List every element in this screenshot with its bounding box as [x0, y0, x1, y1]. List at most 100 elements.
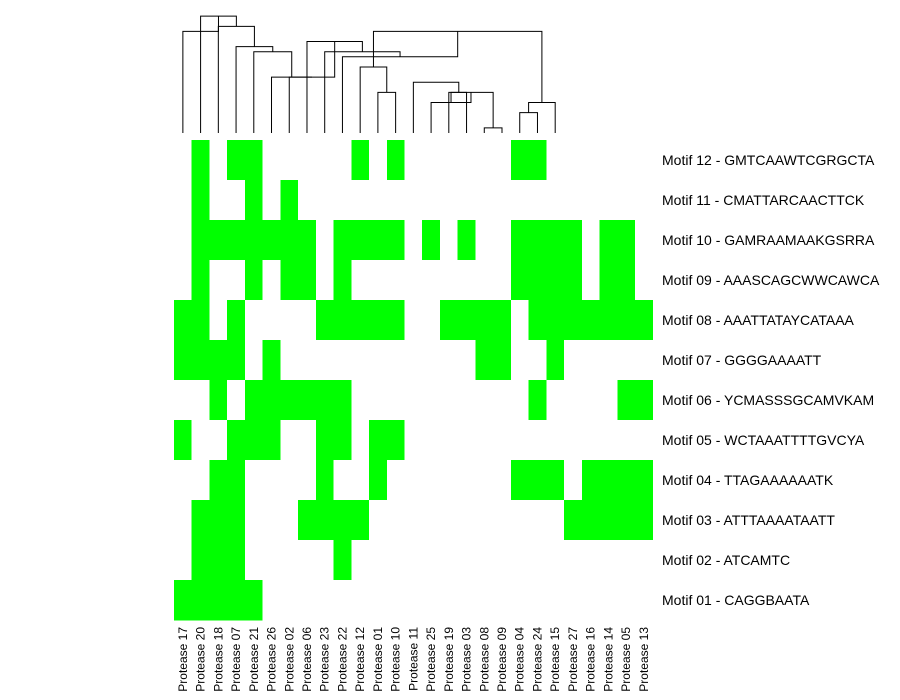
heatmap-cell [475, 500, 494, 541]
heatmap-cell [351, 460, 370, 501]
heatmap-cell [599, 540, 618, 581]
heatmap-cell [546, 460, 565, 501]
dendrogram-branch [182, 16, 219, 133]
heatmap-cell [174, 180, 193, 221]
heatmap-cell [404, 540, 423, 581]
heatmap-cell [634, 300, 654, 341]
heatmap-cell [315, 180, 334, 221]
heatmap-cell [422, 460, 441, 501]
heatmap-cell [546, 340, 565, 381]
column-label: Protease 25 [424, 627, 438, 692]
column-label: Protease 12 [353, 627, 367, 692]
heatmap-cell [599, 500, 618, 541]
heatmap-cell [227, 140, 246, 181]
heatmap-cell [617, 580, 636, 621]
dendrogram-branch [359, 66, 388, 133]
heatmap-cell [475, 220, 494, 261]
heatmap-cell [404, 300, 423, 341]
heatmap-cell [280, 300, 299, 341]
heatmap-cell [351, 180, 370, 221]
heatmap-cell [333, 380, 352, 421]
heatmap-cell [227, 540, 246, 581]
heatmap-cell [475, 300, 494, 341]
dendrogram-branch [412, 81, 460, 133]
heatmap-cell [422, 180, 441, 221]
heatmap-cell [564, 340, 583, 381]
heatmap-cell [386, 260, 405, 301]
dendrogram-branch [519, 112, 538, 133]
heatmap-cell [244, 260, 264, 301]
heatmap-cell [333, 420, 352, 461]
heatmap-cell [298, 460, 317, 501]
heatmap-cell [227, 420, 246, 461]
heatmap-cell [564, 260, 583, 301]
heatmap-cell [546, 380, 565, 421]
heatmap-cell [333, 140, 352, 181]
heatmap-cell [599, 340, 618, 381]
heatmap-cell [581, 300, 600, 341]
heatmap-cell [280, 540, 299, 581]
heatmap-cell [191, 220, 210, 261]
heatmap-cell [280, 380, 299, 421]
dendrogram-branch [377, 91, 397, 133]
heatmap-cell [475, 580, 494, 621]
heatmap-cell [174, 580, 193, 621]
heatmap-cell [386, 340, 405, 381]
heatmap-cell [475, 140, 494, 181]
heatmap-cell [369, 220, 388, 261]
heatmap-cell [174, 220, 193, 261]
heatmap-cell [510, 580, 529, 621]
heatmap-cell [262, 180, 281, 221]
column-label: Protease 05 [619, 627, 633, 692]
row-label: Motif 04 - TTAGAAAAAATK [662, 472, 834, 488]
row-labels: Motif 12 - GMTCAAWTCGRGCTA Motif 11 - CMA… [662, 152, 880, 608]
heatmap-cell [617, 380, 636, 421]
heatmap-cell [280, 220, 299, 261]
heatmap-cell [510, 300, 529, 341]
heatmap-cell [439, 260, 459, 301]
heatmap-cell [510, 540, 529, 581]
heatmap-cell [351, 140, 370, 181]
heatmap-cell [528, 500, 547, 541]
heatmap-cell [510, 500, 529, 541]
heatmap-cell [634, 420, 654, 461]
heatmap-cell [404, 500, 423, 541]
heatmap-cell [262, 420, 281, 461]
heatmap-cell [528, 460, 547, 501]
heatmap-cell [439, 420, 459, 461]
heatmap-cell [386, 460, 405, 501]
heatmap-cell [493, 420, 512, 461]
heatmap-cell [457, 340, 476, 381]
heatmap-cell [209, 460, 228, 501]
heatmap-cell [422, 540, 441, 581]
heatmap-cell [280, 180, 299, 221]
heatmap-cell [298, 300, 317, 341]
heatmap-cell [564, 540, 583, 581]
heatmap-cell [581, 380, 600, 421]
heatmap-cell [244, 300, 264, 341]
dendrogram-branch [271, 76, 312, 133]
heatmap-cell [581, 140, 600, 181]
heatmap-cell [457, 220, 476, 261]
heatmap-cell [262, 380, 281, 421]
heatmap-cell [351, 380, 370, 421]
heatmap-cell [369, 460, 388, 501]
heatmap-cell [439, 540, 459, 581]
heatmap-cell [386, 380, 405, 421]
heatmap-cell [581, 260, 600, 301]
heatmap-cell [386, 540, 405, 581]
heatmap-cell [209, 300, 228, 341]
heatmap-cell [528, 540, 547, 581]
heatmap-cell [244, 580, 264, 621]
heatmap-cell [351, 340, 370, 381]
heatmap-cell [581, 340, 600, 381]
heatmap-cell [244, 220, 264, 261]
heatmap-cell [546, 180, 565, 221]
heatmap-cell [369, 420, 388, 461]
heatmap-cell [457, 260, 476, 301]
heatmap-cell [634, 140, 654, 181]
heatmap-cell [333, 300, 352, 341]
heatmap-cell [493, 460, 512, 501]
dendrogram-branch [528, 102, 556, 133]
